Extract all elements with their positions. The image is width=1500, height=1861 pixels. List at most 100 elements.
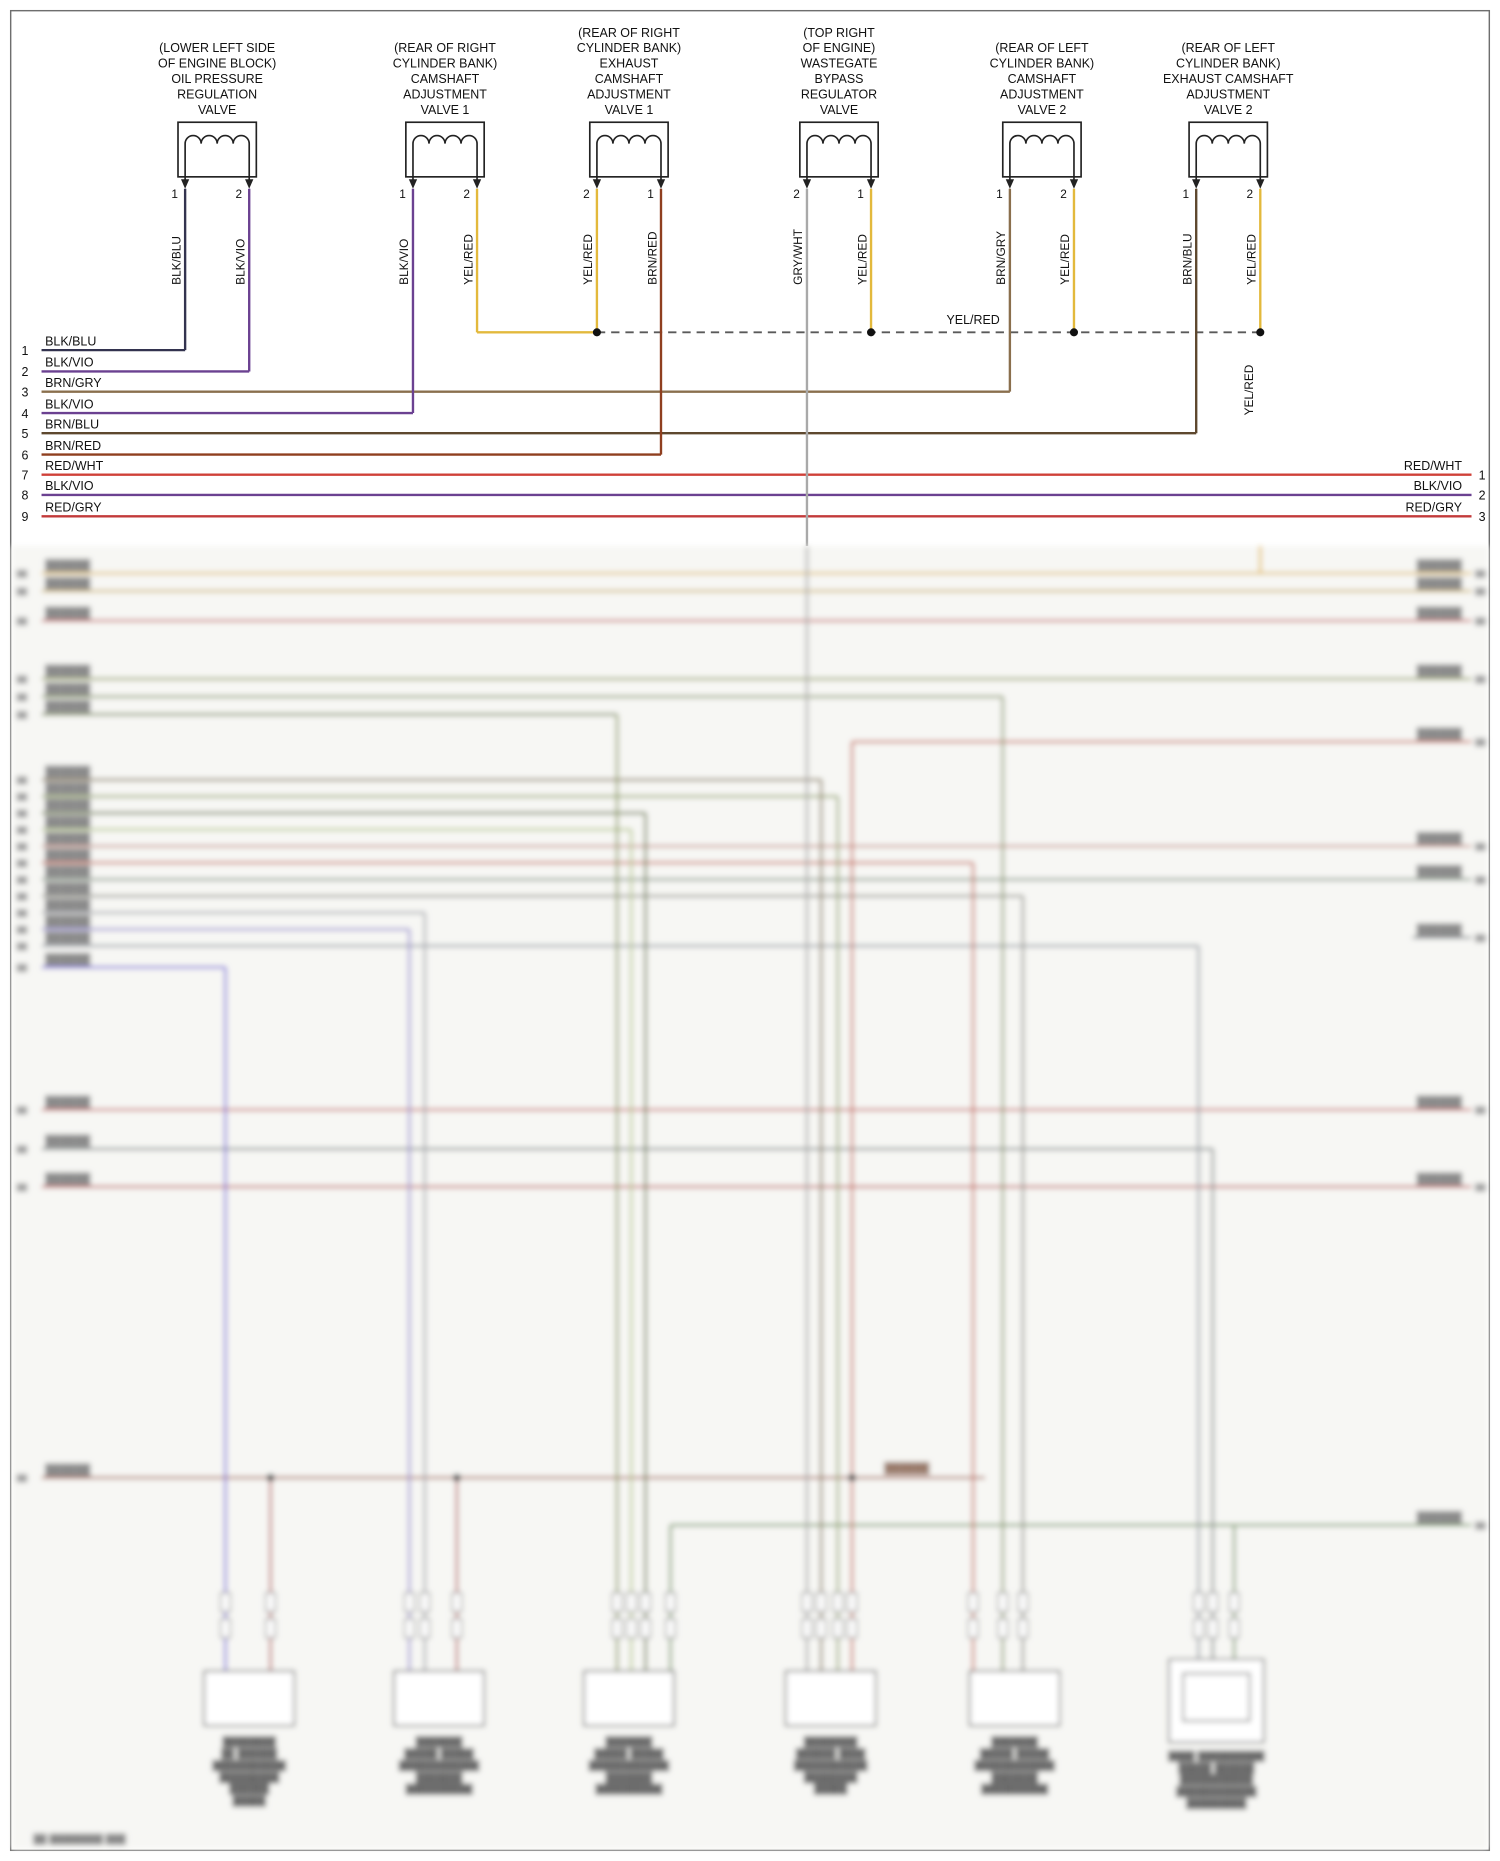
row-number: 4 — [21, 407, 28, 421]
blurred-number — [16, 710, 28, 720]
blurred-caption: █████ █████ — [980, 1748, 1050, 1760]
component-box — [405, 121, 486, 178]
blurred-caption: ███████ — [991, 1771, 1038, 1783]
pin-number: 1 — [399, 187, 406, 201]
connector-pin — [967, 1618, 979, 1639]
connector-pin — [419, 1592, 431, 1613]
pin-arrow — [592, 179, 602, 189]
blurred-number — [16, 859, 28, 868]
component-caption: VALVE — [198, 103, 236, 117]
connector-pin — [625, 1592, 637, 1613]
connector-pin — [1207, 1592, 1219, 1613]
component-caption: REGULATION — [177, 88, 257, 102]
wire-name-vertical: BRN/BLU — [1180, 233, 1194, 284]
blurred-label: ██████ — [45, 865, 91, 879]
component-caption: EXHAUST — [600, 57, 659, 71]
connector-pin — [1017, 1618, 1029, 1639]
connector-pin — [801, 1618, 813, 1639]
blurred-caption: ██████████ — [405, 1783, 472, 1795]
blurred-caption: ██ ██████ — [221, 1748, 278, 1760]
blurred-number — [16, 1183, 28, 1192]
component-caption: WASTEGATE — [801, 57, 878, 71]
blurred-number — [16, 1145, 28, 1154]
blurred-label: ██████ — [45, 1172, 91, 1186]
blurred-number — [16, 826, 28, 835]
blurred-lower-region: ██████ ████████████ ████████████ ██████████… — [11, 545, 1489, 1850]
connector-pin — [611, 1592, 623, 1613]
blurred-caption: ██████ ████ — [796, 1748, 866, 1760]
blurred-caption: ██████████ — [981, 1783, 1048, 1795]
row-number: 9 — [21, 510, 28, 524]
component-caption: (LOWER LEFT SIDE — [159, 41, 275, 55]
connector-pin — [801, 1592, 813, 1613]
component-caption: VALVE 1 — [421, 103, 470, 117]
component-caption: CYLINDER BANK) — [577, 41, 681, 55]
pin-arrow — [472, 179, 482, 189]
pin-number: 2 — [463, 187, 470, 201]
blurred-number — [16, 1474, 28, 1483]
device-box — [968, 1670, 1061, 1727]
wire-name-vertical: YEL/RED — [1245, 234, 1259, 285]
oil-pressure-regulation-valve: (LOWER LEFT SIDE OF ENGINE BLOCK)OIL PRES… — [158, 41, 276, 372]
blurred-label: ██████ — [45, 953, 91, 967]
blurred-caption: ███████ — [605, 1771, 652, 1783]
blurred-caption: ████████████ — [399, 1759, 480, 1771]
component-caption: (REAR OF RIGHT — [578, 26, 680, 40]
pin-number: 1 — [1182, 187, 1189, 201]
blurred-label: ██████ — [45, 915, 91, 929]
pin-arrow — [802, 179, 812, 189]
blurred-caption: ███████████ — [1179, 1774, 1253, 1786]
blurred-caption: ████████ — [222, 1736, 276, 1748]
pin-number: 1 — [996, 187, 1003, 201]
connector-pin — [1017, 1592, 1029, 1613]
component-caption: (REAR OF RIGHT — [394, 41, 496, 55]
blurred-number — [1475, 934, 1486, 943]
blurred-caption: █████████ — [219, 1771, 280, 1783]
pin-number: 2 — [235, 187, 242, 201]
blurred-number — [16, 963, 28, 973]
blurred-label: ██████ — [45, 576, 91, 590]
component-box — [177, 121, 258, 178]
junction-dot — [848, 1473, 856, 1482]
connector-pin — [451, 1592, 463, 1613]
pin-number: 2 — [793, 187, 800, 201]
wire-name-vertical: BLK/VIO — [397, 239, 411, 285]
wire-name: RED/WHT — [1404, 459, 1462, 473]
blurred-number — [1475, 675, 1486, 684]
blurred-number — [1475, 842, 1486, 851]
pin-number: 2 — [583, 187, 590, 201]
wire-name-vertical: YEL/RED — [581, 234, 595, 285]
junction-dot — [266, 1473, 275, 1482]
component-caption: OF ENGINE BLOCK) — [158, 57, 276, 71]
pin-arrow — [1256, 179, 1265, 189]
component-caption: OF ENGINE) — [803, 41, 876, 55]
component-caption: CYLINDER BANK) — [393, 57, 497, 71]
blurred-label: ██████ — [1417, 1510, 1463, 1524]
blurred-number — [1475, 587, 1486, 596]
blurred-caption: █████████ — [1186, 1797, 1247, 1809]
wire-name: RED/WHT — [45, 459, 103, 473]
connector-pin — [832, 1618, 844, 1639]
component-caption: VALVE 1 — [605, 103, 654, 117]
blurred-caption: █████ — [232, 1795, 266, 1807]
component-caption: (TOP RIGHT — [803, 26, 875, 40]
blurred-number — [1475, 738, 1486, 747]
blurred-caption: ████████████ — [589, 1759, 670, 1771]
component-caption: CYLINDER BANK) — [1176, 57, 1280, 71]
component-caption: (REAR OF LEFT — [1182, 41, 1276, 55]
pin-arrow — [656, 179, 666, 189]
blurred-label: ██████ — [45, 848, 91, 862]
sheet-border — [9, 9, 1491, 1852]
blurred-number — [16, 792, 28, 802]
blurred-number — [16, 875, 28, 885]
blurred-number — [16, 693, 28, 702]
wire-name-vertical: BLK/VIO — [233, 239, 247, 285]
connector-pin — [1207, 1618, 1219, 1639]
blurred-number — [16, 892, 28, 901]
connector-pin — [625, 1618, 637, 1639]
blurred-label: ██████ — [45, 664, 91, 678]
blurred-number — [16, 776, 28, 785]
blurred-number — [1475, 1106, 1486, 1115]
